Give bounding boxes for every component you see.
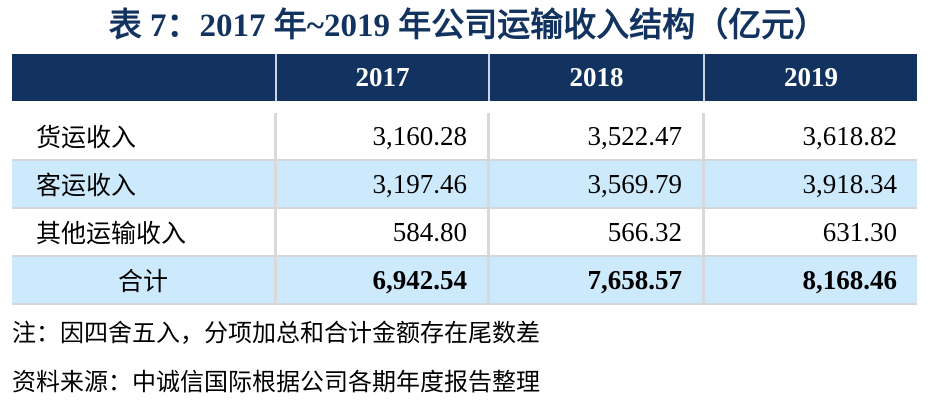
source-note: 资料来源：中诚信国际根据公司各期年度报告整理 (12, 368, 540, 396)
revenue-table: 2017 2018 2019 货运收入 3,160.28 3,522.47 3,… (12, 54, 917, 305)
row-label: 货运收入 (12, 113, 277, 159)
value-cell: 3,618.82 (802, 120, 898, 151)
value-cell: 7,658.57 (490, 257, 705, 303)
value-cell: 3,160.28 (277, 113, 490, 159)
table-header-row: 2017 2018 2019 (12, 54, 917, 101)
value-cell: 3,918.34 (802, 168, 898, 199)
table-row-other: 其他运输收入 584.80 566.32 631.30 (12, 209, 917, 257)
header-cell-empty (12, 54, 277, 101)
value-cell: 3,197.46 (277, 161, 490, 207)
value-cell: 566.32 (490, 209, 705, 255)
table-row-passenger: 客运收入 3,197.46 3,569.79 3,918.34 (12, 161, 917, 209)
value-cell: 6,942.54 (277, 257, 490, 303)
value-cell: 584.80 (277, 209, 490, 255)
table-row-freight: 货运收入 3,160.28 3,522.47 3,618.82 (12, 113, 917, 161)
table-row-total: 合计 6,942.54 7,658.57 8,168.46 (12, 257, 917, 305)
rounding-note: 注：因四舍五入，分项加总和合计金额存在尾数差 (12, 319, 540, 347)
table-title: 表 7：2017 年~2019 年公司运输收入结构（亿元） (108, 8, 828, 44)
header-cell-2017: 2017 (277, 54, 490, 101)
row-label: 其他运输收入 (12, 209, 277, 255)
row-label: 客运收入 (12, 161, 277, 207)
header-cell-2019: 2019 (784, 62, 838, 92)
value-cell: 631.30 (822, 216, 897, 247)
value-cell: 3,522.47 (490, 113, 705, 159)
value-cell: 3,569.79 (490, 161, 705, 207)
header-cell-2018: 2018 (490, 54, 705, 101)
value-cell: 8,168.46 (802, 264, 898, 295)
row-label: 合计 (12, 257, 277, 303)
